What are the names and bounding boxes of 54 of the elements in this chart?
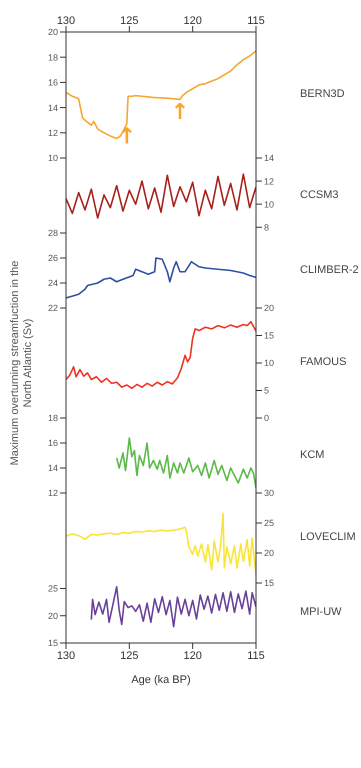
- y2-tick-label: 12: [264, 176, 274, 186]
- line-series: [66, 320, 256, 390]
- y2-tick-label: 10: [264, 358, 274, 368]
- text: MPI-UW: [300, 606, 342, 618]
- x-axis-title: Age (ka BP): [131, 674, 191, 686]
- y2-tick-label: 8: [264, 222, 270, 232]
- line-series: [66, 512, 256, 577]
- y-tick-label: 15: [48, 638, 58, 648]
- y-tick-label: 18: [48, 413, 58, 424]
- line-series: [90, 586, 256, 628]
- y-tick-label: 20: [48, 610, 58, 621]
- x-tick-label: 120: [183, 15, 202, 27]
- annotation: ↑: [170, 100, 190, 126]
- y-tick-label: 16: [48, 78, 58, 88]
- x-tick-label: 115: [247, 650, 265, 662]
- y2-tick-label: 15: [264, 330, 274, 341]
- y2-tick-label: 15: [264, 578, 274, 588]
- x-tick-label: 125: [120, 650, 139, 662]
- y2-tick-label: 0: [264, 413, 270, 424]
- line-series: [66, 173, 256, 219]
- y-tick-label: 10: [48, 153, 58, 164]
- text: CCSM3: [300, 188, 339, 200]
- x-tick-label: 130: [56, 15, 76, 27]
- text: FAMOUS: [300, 356, 346, 368]
- line-series: [66, 257, 256, 299]
- y-tick-label: 12: [48, 128, 58, 138]
- x-tick-label: 125: [120, 15, 139, 27]
- y-tick-label: 22: [48, 303, 58, 314]
- y-tick-label: 14: [48, 463, 58, 474]
- y-tick-label: 28: [48, 228, 58, 238]
- y-tick-label: 18: [48, 52, 58, 62]
- y-tick-label: 20: [48, 27, 58, 38]
- y2-tick-label: 5: [264, 386, 270, 396]
- text: LOVECLIM: [300, 531, 356, 543]
- x-tick-label: 120: [183, 650, 202, 662]
- y-tick-label: 12: [48, 488, 58, 498]
- x-tick-label: 130: [56, 650, 76, 662]
- line-series: [116, 437, 256, 489]
- y-axis-title: Maximum overturning streamfuction in the North Atlantic (Sv): [9, 260, 35, 468]
- text: KCM: [300, 448, 324, 460]
- y-tick-label: 25: [48, 584, 58, 594]
- y2-tick-label: 10: [264, 199, 274, 210]
- y-tick-label: 24: [48, 278, 58, 288]
- x-tick-label: 115: [247, 15, 265, 27]
- y2-tick-label: 20: [264, 303, 274, 314]
- y2-tick-label: 14: [264, 153, 274, 164]
- y2-tick-label: 30: [264, 488, 274, 498]
- text: CLIMBER-2: [300, 264, 359, 276]
- y2-tick-label: 25: [264, 518, 274, 528]
- y-tick-label: 16: [48, 438, 58, 448]
- y2-tick-label: 20: [264, 548, 274, 558]
- text: BERN3D: [300, 88, 345, 100]
- y-tick-label: 26: [48, 253, 58, 264]
- y-tick-label: 14: [48, 102, 58, 113]
